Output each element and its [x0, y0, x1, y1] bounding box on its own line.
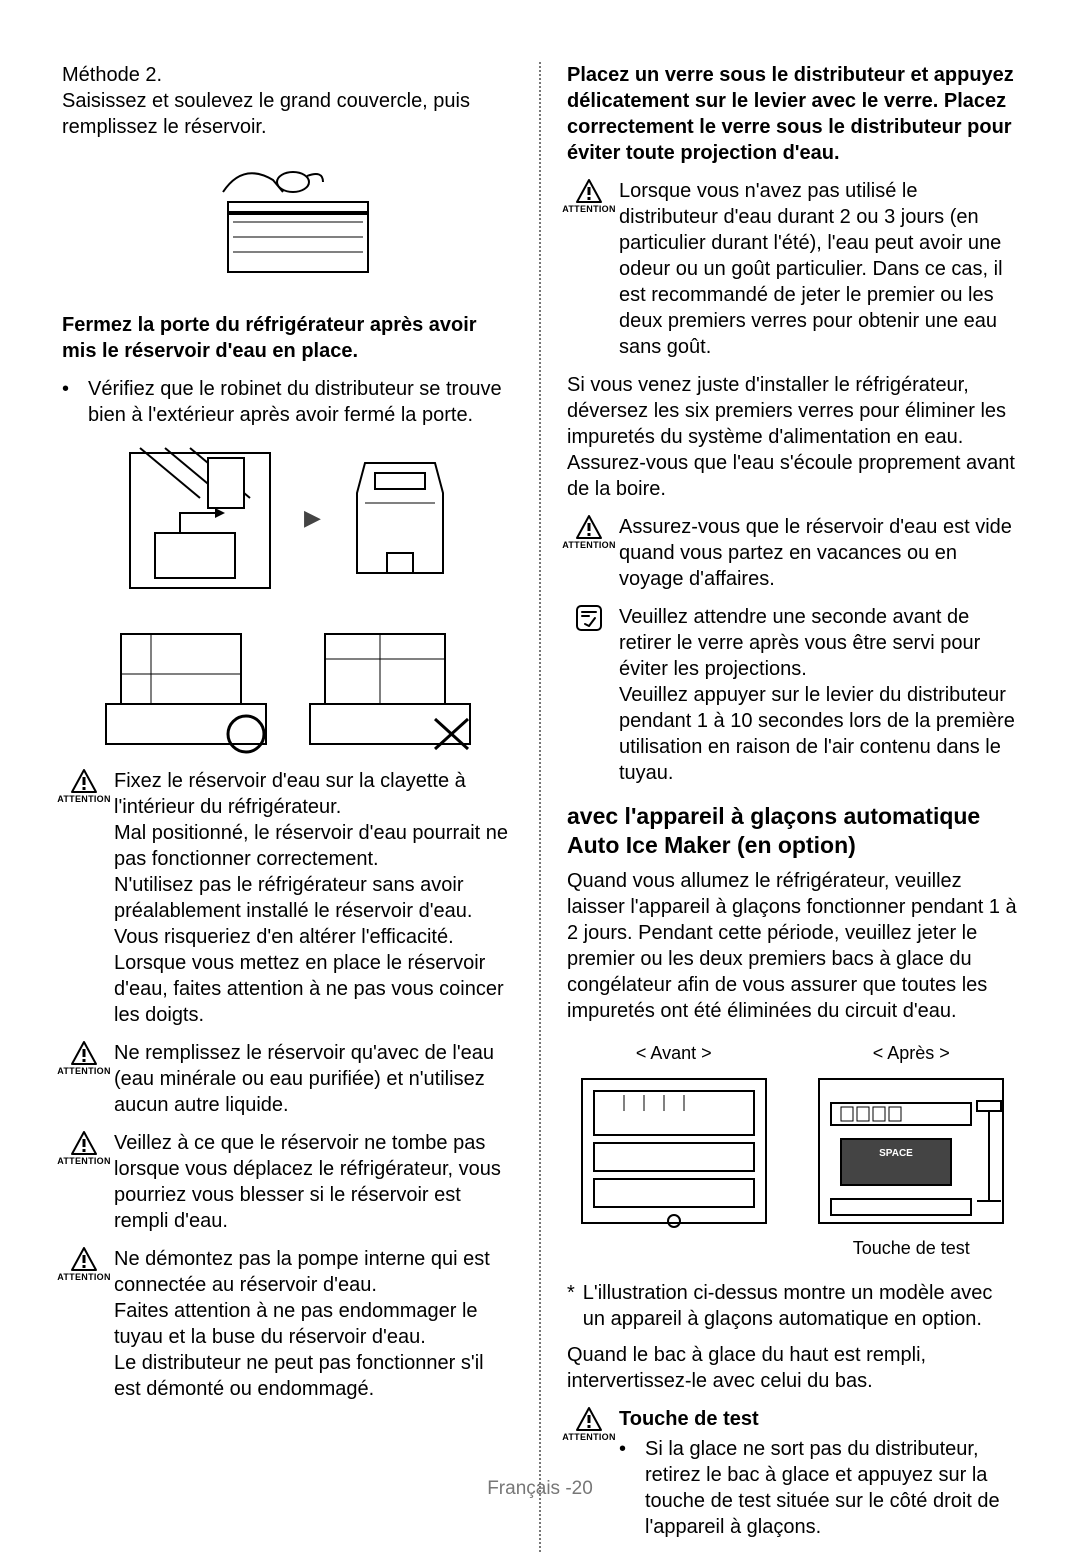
swap-tray-para: Quand le bac à glace du haut est rempli,… — [567, 1342, 1018, 1394]
column-divider — [539, 62, 541, 1552]
figure-fill-reservoir — [173, 152, 403, 292]
figure-reservoir-insert — [120, 438, 280, 598]
attention-label: ATTENTION — [57, 1272, 111, 1284]
attention-icon-col: ATTENTION — [62, 1040, 106, 1118]
warning-icon — [575, 514, 603, 540]
figure-incorrect — [300, 614, 480, 754]
attention-test: ATTENTION Touche de test • Si la glace n… — [567, 1406, 1018, 1540]
attention-2-text: Ne remplissez le réservoir qu'avec de l'… — [114, 1040, 513, 1118]
attention-label: ATTENTION — [57, 1066, 111, 1078]
arrow-icon: ▶ — [304, 504, 321, 533]
method-2-title: Méthode 2. — [62, 64, 162, 86]
figure-before — [574, 1071, 774, 1231]
page-columns: Méthode 2. Saisissez et soulevez le gran… — [62, 62, 1018, 1552]
figure-compare-row — [62, 614, 513, 754]
illustration-note-text: L'illustration ci-dessus montre un modèl… — [583, 1280, 1018, 1332]
bullet-dot: • — [62, 376, 78, 428]
ice-maker-para: Quand vous allumez le réfrigérateur, veu… — [567, 868, 1018, 1024]
attention-r1: ATTENTION Lorsque vous n'avez pas utilis… — [567, 178, 1018, 360]
attention-test-text: Touche de test • Si la glace ne sort pas… — [619, 1406, 1018, 1540]
left-column: Méthode 2. Saisissez et soulevez le gran… — [62, 62, 513, 1552]
page-footer: Français -20 — [0, 1477, 1080, 1502]
after-label: < Après > — [873, 1042, 950, 1065]
illustration-note: * L'illustration ci-dessus montre un mod… — [567, 1280, 1018, 1332]
method-2-text: Saisissez et soulevez le grand couvercle… — [62, 90, 470, 138]
attention-icon-col: ATTENTION — [567, 1406, 611, 1540]
star-icon: * — [567, 1280, 575, 1332]
attention-2: ATTENTION Ne remplissez le réservoir qu'… — [62, 1040, 513, 1118]
note-r1-text: Veuillez attendre une seconde avant de r… — [619, 604, 1018, 786]
figure-reservoir-unit — [345, 453, 455, 583]
test-button-title: Touche de test — [619, 1406, 1018, 1432]
ice-maker-title: avec l'appareil à glaçons automatique Au… — [567, 802, 1018, 860]
attention-r2-text: Assurez-vous que le réservoir d'eau est … — [619, 514, 1018, 592]
right-column: Placez un verre sous le distributeur et … — [567, 62, 1018, 1552]
before-label: < Avant > — [636, 1042, 712, 1065]
attention-icon-col: ATTENTION — [567, 514, 611, 592]
note-r1: Veuillez attendre une seconde avant de r… — [567, 604, 1018, 786]
figure-after: SPACE — [811, 1071, 1011, 1231]
test-button-caption: Touche de test — [853, 1237, 970, 1260]
figure-before-stack: < Avant > — [567, 1036, 781, 1267]
figure-before-after-row: < Avant > < Après > — [567, 1036, 1018, 1267]
footer-page: -20 — [565, 1478, 592, 1499]
note-icon — [575, 604, 603, 632]
warning-icon — [70, 1246, 98, 1272]
attention-3: ATTENTION Veillez à ce que le réservoir … — [62, 1130, 513, 1234]
attention-icon-col: ATTENTION — [62, 1130, 106, 1234]
attention-label: ATTENTION — [562, 540, 616, 552]
figure-after-stack: < Après > SPACE Touche — [805, 1036, 1019, 1267]
attention-3-text: Veillez à ce que le réservoir ne tombe p… — [114, 1130, 513, 1234]
attention-label: ATTENTION — [57, 1156, 111, 1168]
attention-label: ATTENTION — [57, 794, 111, 806]
attention-4-text: Ne démontez pas la pompe interne qui est… — [114, 1246, 513, 1402]
attention-r1-text: Lorsque vous n'avez pas utilisé le distr… — [619, 178, 1018, 360]
attention-icon-col: ATTENTION — [567, 178, 611, 360]
warning-icon — [70, 1040, 98, 1066]
install-flush-para: Si vous venez juste d'installer le réfri… — [567, 372, 1018, 502]
attention-label: ATTENTION — [562, 204, 616, 216]
figure-correct — [96, 614, 276, 754]
attention-r2: ATTENTION Assurez-vous que le réservoir … — [567, 514, 1018, 592]
close-door-bullet-text: Vérifiez que le robinet du distributeur … — [88, 376, 513, 428]
attention-label: ATTENTION — [562, 1432, 616, 1444]
figure-reservoir-row1: ▶ — [62, 438, 513, 598]
attention-1: ATTENTION Fixez le réservoir d'eau sur l… — [62, 768, 513, 1028]
svg-text:SPACE: SPACE — [879, 1148, 913, 1159]
warning-icon — [575, 178, 603, 204]
attention-icon-col: ATTENTION — [62, 768, 106, 1028]
method-2-heading: Méthode 2. Saisissez et soulevez le gran… — [62, 62, 513, 140]
warning-icon — [70, 1130, 98, 1156]
note-icon-col — [567, 604, 611, 786]
footer-lang: Français — [487, 1478, 560, 1499]
warning-icon — [575, 1406, 603, 1432]
warning-icon — [70, 768, 98, 794]
dispenser-instruction-bold: Placez un verre sous le distributeur et … — [567, 62, 1018, 166]
close-door-bullet-row: • Vérifiez que le robinet du distributeu… — [62, 376, 513, 428]
close-door-heading: Fermez la porte du réfrigérateur après a… — [62, 312, 513, 364]
attention-1-text: Fixez le réservoir d'eau sur la clayette… — [114, 768, 513, 1028]
attention-icon-col: ATTENTION — [62, 1246, 106, 1402]
attention-4: ATTENTION Ne démontez pas la pompe inter… — [62, 1246, 513, 1402]
